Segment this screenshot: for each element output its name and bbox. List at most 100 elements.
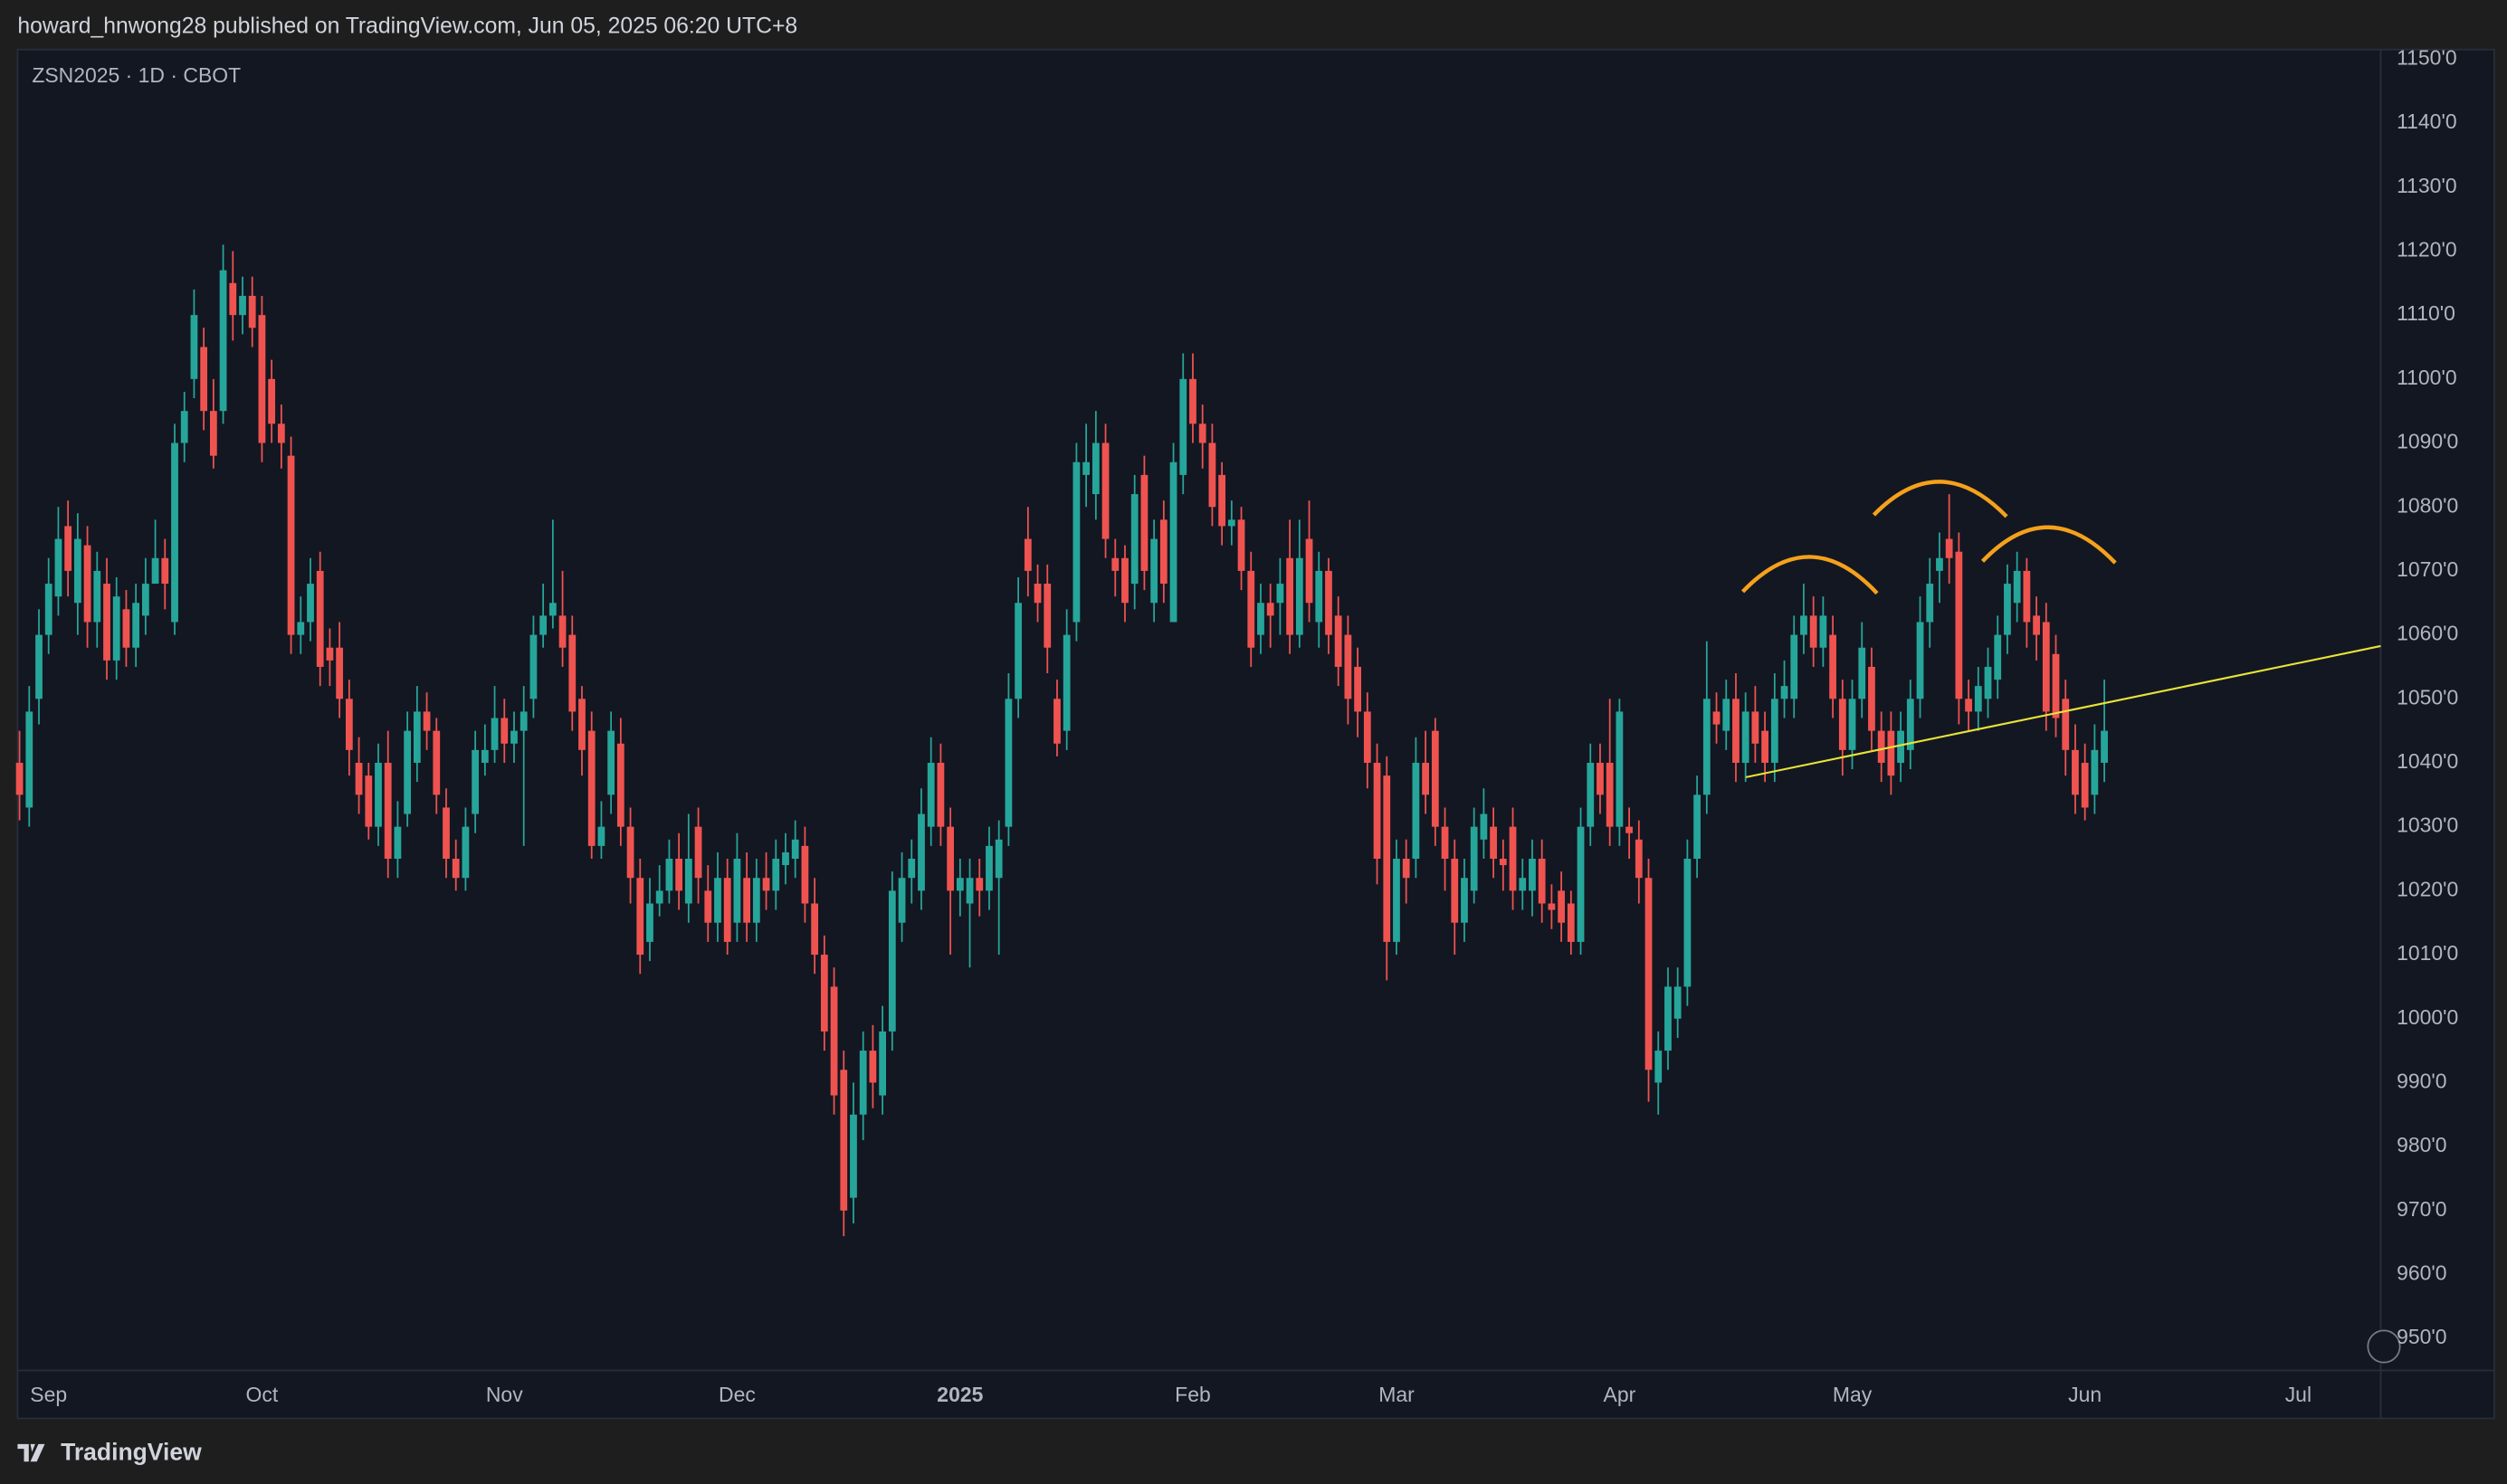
candle-body	[491, 718, 499, 750]
trendline	[1745, 644, 2381, 778]
candle-body	[1218, 474, 1226, 527]
candle-body	[443, 807, 450, 860]
x-tick-label: Nov	[486, 1383, 523, 1406]
candle-body	[1722, 699, 1730, 731]
candle-body	[879, 1031, 887, 1096]
candle-body	[1451, 859, 1459, 923]
candle-body	[1945, 538, 1953, 558]
chart-area	[17, 49, 2494, 1419]
candle-body	[1664, 986, 1672, 1051]
y-tick-label: 1010'0	[2397, 941, 2458, 965]
candle-body	[1325, 570, 1332, 635]
candle-body	[1877, 730, 1885, 763]
candle-body	[326, 647, 334, 661]
candle-body	[772, 859, 780, 891]
candle-body	[1936, 557, 1943, 571]
candle-body	[1800, 615, 1807, 635]
candle-body	[2042, 622, 2050, 712]
candle-body	[2062, 699, 2070, 750]
candle-body	[558, 615, 567, 648]
brand: TradingView	[61, 1438, 202, 1465]
candle-body	[1577, 826, 1585, 942]
candle-body	[947, 826, 955, 891]
head-arc	[1872, 480, 2008, 518]
candle-body	[481, 749, 489, 763]
candle-body	[655, 890, 663, 904]
candle-body	[1276, 584, 1284, 604]
x-tick-label: 2025	[937, 1383, 983, 1406]
candle-body	[1063, 634, 1071, 731]
candle-body	[1635, 839, 1643, 879]
candle-body	[500, 718, 509, 744]
y-tick-label: 960'0	[2397, 1261, 2446, 1285]
candle-body	[1315, 570, 1323, 623]
candle-body	[665, 859, 673, 891]
candle-body	[423, 711, 431, 731]
candle-body	[1334, 615, 1342, 667]
candle-body	[1150, 538, 1158, 604]
candle-body	[626, 826, 634, 879]
candle-body	[1868, 666, 1875, 731]
candle-body	[1363, 711, 1371, 763]
candle-body	[956, 878, 964, 891]
candle-body	[1509, 826, 1517, 891]
y-tick-label: 1040'0	[2397, 749, 2458, 773]
candle-body	[2023, 570, 2031, 623]
candle-body	[1625, 826, 1633, 833]
x-tick-label: Dec	[719, 1383, 756, 1406]
candle-body	[384, 762, 392, 860]
candle-body	[1354, 666, 1361, 712]
candle-body	[986, 845, 993, 891]
candle-body	[2091, 749, 2099, 795]
candle-body	[791, 839, 799, 860]
candle-body	[723, 878, 731, 942]
candle-body	[2013, 570, 2021, 604]
y-tick-label: 1020'0	[2397, 877, 2458, 900]
candle-body	[1034, 584, 1042, 604]
candle-body	[1780, 686, 1788, 699]
candle-body	[2101, 730, 2108, 763]
candle-body	[209, 411, 217, 456]
candle-body	[64, 526, 72, 571]
candle-body	[413, 711, 421, 763]
candle-body	[636, 878, 644, 956]
candle-body	[112, 596, 120, 661]
candle-body	[733, 859, 741, 923]
candle-body	[898, 878, 906, 923]
candle-body	[1169, 461, 1177, 623]
candle-body	[578, 699, 586, 750]
y-tick-label: 1080'0	[2397, 493, 2458, 517]
logo-icon	[17, 1443, 45, 1462]
scroll-button[interactable]	[2367, 1329, 2401, 1364]
candle-body	[35, 634, 43, 699]
candle-body	[1790, 634, 1798, 699]
candle-body	[151, 557, 159, 585]
candle-body	[2072, 749, 2079, 795]
candle-body	[762, 878, 770, 891]
candle-body	[433, 730, 441, 795]
candle-body	[122, 609, 130, 648]
candle-body	[568, 634, 577, 712]
candle-body	[1053, 699, 1061, 744]
candle-body	[365, 775, 373, 827]
candle-body	[646, 903, 653, 942]
x-tick-label: Apr	[1604, 1383, 1636, 1406]
candle-body	[1198, 423, 1206, 443]
candle-body	[1761, 730, 1768, 763]
candle-body	[694, 826, 702, 879]
candle-body	[180, 411, 188, 443]
candle-body	[1140, 474, 1149, 571]
candle-body	[1305, 538, 1313, 604]
candle-body	[1082, 461, 1091, 475]
candle-body	[1926, 584, 1934, 623]
candle-body	[258, 315, 266, 443]
candle-body	[1519, 878, 1527, 891]
candle-body	[616, 743, 624, 827]
candle-body	[132, 603, 140, 648]
y-tick-label: 1090'0	[2397, 430, 2458, 453]
candle-body	[1838, 699, 1846, 750]
x-tick-label: Sep	[30, 1383, 67, 1406]
candle-body	[1344, 634, 1352, 699]
candle-body	[2004, 584, 2011, 635]
candle-body	[510, 730, 518, 744]
